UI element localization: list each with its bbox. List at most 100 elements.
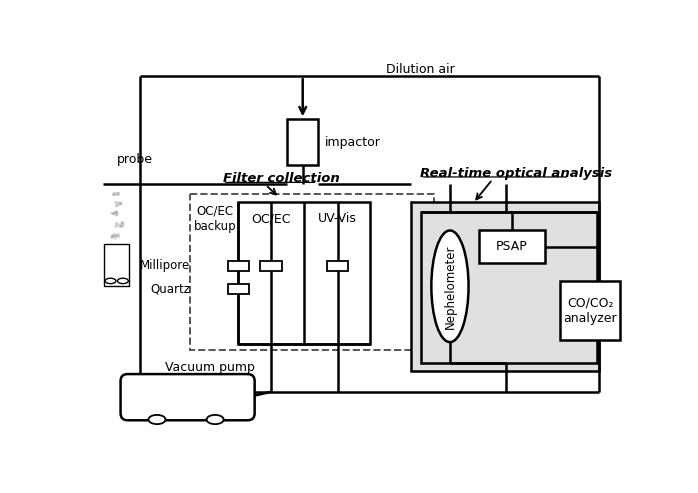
Ellipse shape (114, 233, 118, 236)
Ellipse shape (112, 235, 115, 237)
Ellipse shape (113, 232, 115, 235)
Ellipse shape (112, 194, 114, 196)
Bar (239, 202, 370, 344)
Ellipse shape (110, 212, 112, 214)
Ellipse shape (111, 235, 114, 237)
Text: Quartz: Quartz (150, 282, 191, 295)
Ellipse shape (120, 225, 124, 228)
Bar (191, 194, 434, 350)
Ellipse shape (114, 214, 117, 216)
Ellipse shape (114, 223, 118, 225)
Ellipse shape (117, 214, 118, 216)
FancyBboxPatch shape (121, 374, 255, 421)
Text: OC/EC
backup: OC/EC backup (194, 205, 237, 233)
Ellipse shape (116, 211, 119, 212)
Ellipse shape (114, 225, 118, 227)
Text: OC/EC: OC/EC (251, 212, 290, 225)
Ellipse shape (207, 415, 223, 424)
Text: Millipore: Millipore (140, 259, 191, 272)
Ellipse shape (112, 193, 114, 196)
Text: impactor: impactor (325, 136, 380, 149)
Ellipse shape (114, 223, 117, 225)
Bar (260, 260, 282, 271)
Ellipse shape (117, 235, 120, 237)
Ellipse shape (121, 221, 123, 223)
Ellipse shape (118, 236, 120, 238)
Ellipse shape (149, 415, 165, 424)
Ellipse shape (112, 235, 114, 238)
Ellipse shape (114, 203, 117, 206)
Ellipse shape (117, 233, 120, 236)
Ellipse shape (114, 211, 118, 213)
Ellipse shape (116, 202, 119, 205)
Ellipse shape (121, 224, 123, 227)
Ellipse shape (112, 213, 114, 215)
Ellipse shape (116, 222, 117, 224)
Ellipse shape (110, 237, 113, 239)
Ellipse shape (115, 205, 118, 207)
Ellipse shape (117, 203, 120, 205)
Ellipse shape (114, 205, 117, 207)
Bar (560, 281, 621, 340)
Ellipse shape (117, 193, 119, 196)
Ellipse shape (112, 192, 115, 195)
Ellipse shape (116, 192, 119, 194)
Bar (479, 230, 544, 263)
Bar (104, 244, 129, 286)
Ellipse shape (120, 223, 122, 225)
Bar (287, 119, 318, 166)
Ellipse shape (117, 192, 120, 194)
Ellipse shape (118, 236, 121, 237)
Ellipse shape (111, 212, 114, 214)
Ellipse shape (117, 224, 119, 226)
Ellipse shape (118, 202, 119, 205)
Bar (420, 211, 597, 363)
Ellipse shape (116, 213, 119, 214)
Bar (228, 260, 249, 271)
Ellipse shape (112, 212, 114, 215)
Text: UV-Vis: UV-Vis (318, 212, 357, 225)
Ellipse shape (114, 211, 118, 213)
Ellipse shape (112, 212, 114, 215)
Ellipse shape (122, 222, 124, 225)
Ellipse shape (116, 204, 118, 207)
Ellipse shape (119, 224, 122, 227)
Text: Vacuum pump: Vacuum pump (165, 361, 255, 374)
Text: PSAP: PSAP (496, 240, 528, 253)
Ellipse shape (113, 235, 115, 238)
Ellipse shape (112, 212, 114, 213)
Text: CO/CO₂
analyzer: CO/CO₂ analyzer (563, 297, 617, 324)
Ellipse shape (114, 202, 117, 203)
Bar (228, 283, 249, 294)
Text: Dilution air: Dilution air (386, 64, 455, 76)
Ellipse shape (116, 212, 119, 214)
Ellipse shape (114, 201, 117, 203)
Ellipse shape (114, 192, 118, 194)
Ellipse shape (114, 194, 118, 196)
Ellipse shape (117, 194, 119, 196)
Ellipse shape (111, 237, 114, 239)
Ellipse shape (119, 202, 122, 205)
Text: Nephelometer: Nephelometer (443, 244, 456, 328)
Ellipse shape (115, 238, 117, 240)
Bar (327, 260, 348, 271)
Text: Filter collection: Filter collection (223, 172, 340, 185)
Ellipse shape (119, 226, 122, 228)
Ellipse shape (115, 236, 117, 237)
Ellipse shape (115, 225, 117, 228)
Text: probe: probe (117, 153, 153, 166)
Ellipse shape (110, 236, 113, 239)
Ellipse shape (121, 224, 124, 227)
Ellipse shape (114, 211, 117, 214)
Bar (411, 202, 599, 371)
Ellipse shape (111, 235, 114, 237)
Ellipse shape (119, 202, 123, 205)
Ellipse shape (111, 234, 113, 237)
Ellipse shape (115, 213, 118, 215)
Ellipse shape (117, 235, 119, 238)
Ellipse shape (117, 205, 120, 207)
Ellipse shape (121, 222, 124, 224)
Ellipse shape (120, 202, 121, 206)
Ellipse shape (120, 201, 122, 204)
Ellipse shape (113, 213, 114, 216)
